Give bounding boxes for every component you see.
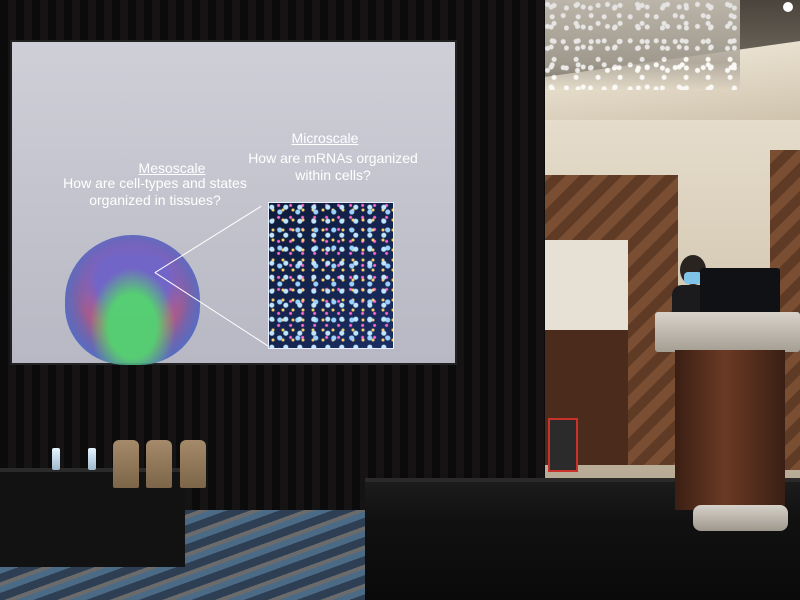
laptop	[700, 268, 780, 316]
podium-top	[655, 312, 800, 352]
zoom-line-top	[155, 205, 262, 273]
face-mask	[684, 272, 702, 284]
panel-table	[0, 468, 185, 567]
mesoscale-title: Mesoscale	[138, 160, 206, 176]
wall-panel-inset	[540, 240, 628, 330]
chair	[113, 440, 139, 488]
microscale-question: How are mRNAs organized within cells?	[248, 150, 418, 183]
podium	[675, 350, 785, 510]
projection-screen: Mesoscale How are cell-types and states …	[10, 40, 457, 365]
water-bottle	[52, 448, 60, 470]
mesoscale-question: How are cell-types and states organized …	[63, 175, 247, 208]
chair	[146, 440, 172, 488]
chair	[180, 440, 206, 488]
podium-base	[693, 505, 788, 531]
water-bottle	[88, 448, 96, 470]
microscale-title: Microscale	[291, 130, 359, 146]
equipment-cart	[548, 418, 578, 472]
ceiling-light	[783, 2, 793, 12]
brain-section-icon	[65, 235, 200, 365]
neuron-microscopy-icon	[268, 202, 394, 349]
